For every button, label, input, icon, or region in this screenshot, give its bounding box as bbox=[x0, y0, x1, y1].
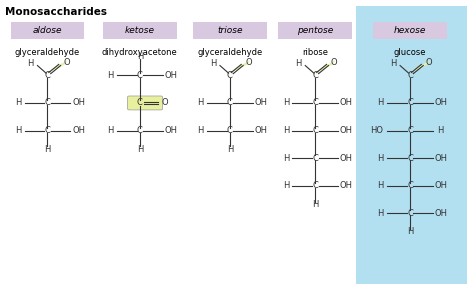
Text: H: H bbox=[27, 59, 34, 68]
Text: H: H bbox=[15, 126, 21, 135]
Bar bbox=[356, 6, 467, 284]
Text: O: O bbox=[63, 57, 70, 67]
Text: C: C bbox=[407, 98, 413, 108]
Text: C: C bbox=[137, 71, 143, 80]
Text: H: H bbox=[137, 52, 143, 61]
Text: H: H bbox=[377, 153, 384, 163]
Text: C: C bbox=[312, 98, 318, 108]
Text: glyceraldehyde: glyceraldehyde bbox=[15, 48, 80, 57]
Text: OH: OH bbox=[255, 126, 268, 135]
Text: C: C bbox=[227, 126, 233, 135]
Text: H: H bbox=[210, 59, 217, 68]
Text: H: H bbox=[15, 98, 21, 108]
Text: ribose: ribose bbox=[302, 48, 328, 57]
Text: OH: OH bbox=[72, 98, 85, 108]
Text: H: H bbox=[437, 126, 444, 135]
Text: C: C bbox=[312, 71, 318, 80]
Polygon shape bbox=[46, 60, 67, 74]
Text: OH: OH bbox=[340, 181, 353, 190]
Text: C: C bbox=[45, 98, 50, 108]
Text: H: H bbox=[377, 181, 384, 190]
Text: C: C bbox=[312, 153, 318, 163]
Text: C: C bbox=[137, 126, 143, 135]
Text: OH: OH bbox=[435, 98, 448, 108]
Text: C: C bbox=[312, 181, 318, 190]
Bar bbox=[193, 22, 266, 39]
Text: H: H bbox=[283, 153, 289, 163]
Text: C: C bbox=[407, 209, 413, 218]
Text: H: H bbox=[312, 200, 319, 209]
Text: C: C bbox=[227, 98, 233, 108]
Text: C: C bbox=[407, 126, 413, 135]
Text: H: H bbox=[44, 145, 51, 154]
Bar bbox=[279, 22, 352, 39]
Text: H: H bbox=[295, 59, 302, 68]
Text: glucose: glucose bbox=[394, 48, 426, 57]
Text: H: H bbox=[107, 71, 114, 80]
Text: OH: OH bbox=[435, 181, 448, 190]
Text: pentose: pentose bbox=[297, 26, 333, 35]
Text: H: H bbox=[283, 98, 289, 108]
Text: C: C bbox=[407, 181, 413, 190]
Text: H: H bbox=[283, 126, 289, 135]
Text: C: C bbox=[45, 71, 50, 80]
Text: H: H bbox=[407, 227, 413, 237]
Text: H: H bbox=[377, 98, 384, 108]
Text: glyceraldehyde: glyceraldehyde bbox=[197, 48, 263, 57]
Polygon shape bbox=[408, 60, 430, 74]
Bar bbox=[103, 22, 176, 39]
Text: triose: triose bbox=[217, 26, 243, 35]
Text: H: H bbox=[377, 209, 384, 218]
Text: OH: OH bbox=[164, 126, 178, 135]
FancyBboxPatch shape bbox=[128, 96, 163, 110]
Text: H: H bbox=[107, 126, 114, 135]
Text: OH: OH bbox=[255, 98, 268, 108]
Text: hexose: hexose bbox=[394, 26, 426, 35]
Text: O: O bbox=[246, 57, 252, 67]
Text: ketose: ketose bbox=[125, 26, 155, 35]
Text: dihydroxyacetone: dihydroxyacetone bbox=[102, 48, 178, 57]
Text: H: H bbox=[283, 181, 289, 190]
Text: C: C bbox=[407, 71, 413, 80]
Text: C: C bbox=[227, 71, 233, 80]
Bar bbox=[373, 22, 447, 39]
Text: OH: OH bbox=[340, 98, 353, 108]
Text: O: O bbox=[331, 57, 337, 67]
Bar bbox=[11, 22, 84, 39]
Text: OH: OH bbox=[72, 126, 85, 135]
Text: OH: OH bbox=[435, 153, 448, 163]
Text: C: C bbox=[407, 153, 413, 163]
Text: H: H bbox=[227, 145, 233, 154]
Text: O: O bbox=[162, 98, 168, 108]
Text: C: C bbox=[45, 126, 50, 135]
Polygon shape bbox=[313, 60, 335, 74]
Text: O: O bbox=[426, 57, 432, 67]
Text: HO: HO bbox=[370, 126, 383, 135]
Text: OH: OH bbox=[164, 71, 178, 80]
Text: aldose: aldose bbox=[33, 26, 62, 35]
Text: OH: OH bbox=[435, 209, 448, 218]
Text: H: H bbox=[197, 98, 204, 108]
Text: OH: OH bbox=[340, 126, 353, 135]
Text: OH: OH bbox=[340, 153, 353, 163]
Text: C: C bbox=[137, 98, 143, 108]
Polygon shape bbox=[228, 60, 250, 74]
Text: C: C bbox=[312, 126, 318, 135]
Text: H: H bbox=[197, 126, 204, 135]
Text: H: H bbox=[390, 59, 397, 68]
Text: H: H bbox=[137, 145, 143, 154]
Text: Monosaccharides: Monosaccharides bbox=[5, 7, 107, 17]
